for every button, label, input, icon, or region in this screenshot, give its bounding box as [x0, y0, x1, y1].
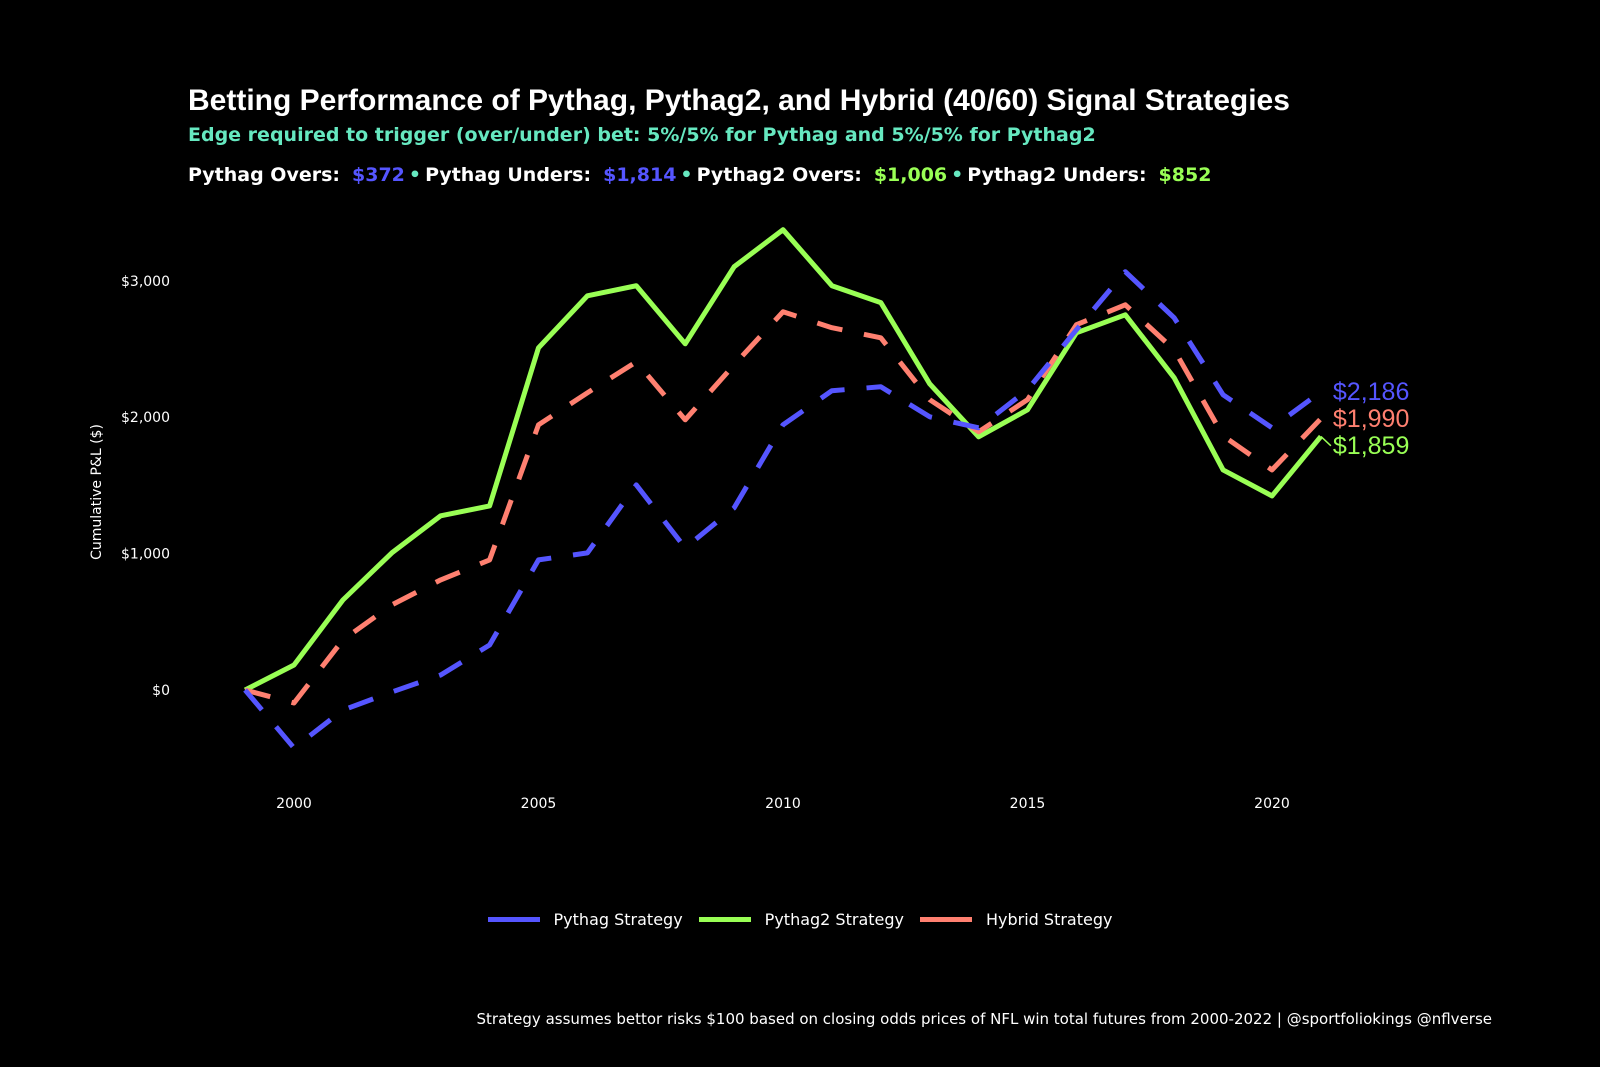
summary-label: Pythag2 Unders:: [967, 164, 1147, 186]
summary-label: Pythag Overs:: [188, 164, 341, 186]
chart-title: Betting Performance of Pythag, Pythag2, …: [188, 84, 1290, 117]
legend-swatch: [919, 917, 972, 922]
x-tick-label: 2000: [276, 796, 312, 812]
x-tick-label: 2010: [765, 796, 801, 812]
end-value-label: $2,186: [1333, 378, 1409, 406]
legend-swatch: [487, 917, 540, 922]
end-label-leader: [1320, 435, 1332, 447]
series-line-pythag2-strategy: [243, 227, 1323, 693]
legend-item: Hybrid Strategy: [919, 910, 1113, 929]
chart-subtitle: Edge required to trigger (over/under) be…: [188, 124, 1096, 146]
summary-value: $1,814: [603, 164, 677, 186]
legend-label: Pythag Strategy: [553, 910, 683, 929]
legend: Pythag Strategy Pythag2 Strategy Hybrid St…: [0, 910, 1600, 929]
summary-label: Pythag Unders:: [425, 164, 592, 186]
end-value-label: $1,859: [1333, 432, 1409, 460]
separator: •: [680, 164, 693, 186]
y-tick-label: $1,000: [121, 547, 170, 563]
series-line-hybrid-strategy: [244, 302, 1323, 706]
legend-label: Hybrid Strategy: [985, 910, 1113, 929]
series-line-pythag-strategy: [243, 269, 1323, 751]
x-tick-label: 2020: [1254, 796, 1290, 812]
end-value-label: $1,990: [1333, 405, 1409, 433]
summary-value: $852: [1158, 164, 1212, 186]
summary-value: $1,006: [873, 164, 948, 186]
x-tick-label: 2015: [1010, 796, 1046, 812]
legend-item: Pythag2 Strategy: [698, 910, 904, 929]
summary-line: Pythag Overs: $372 • Pythag Unders: $1,814 • P…: [188, 164, 1215, 186]
separator: •: [951, 164, 964, 186]
separator: •: [408, 164, 422, 186]
x-tick-label: 2005: [521, 796, 557, 812]
summary-label: Pythag2 Overs:: [696, 164, 862, 186]
legend-label: Pythag2 Strategy: [764, 910, 904, 929]
y-tick-label: $2,000: [121, 410, 170, 426]
legend-swatch: [698, 917, 751, 922]
chart-caption: Strategy assumes bettor risks $100 based…: [476, 1010, 1492, 1028]
legend-item: Pythag Strategy: [487, 910, 683, 929]
y-tick-label: $3,000: [121, 274, 170, 290]
summary-value: $372: [352, 164, 405, 186]
y-tick-label: $0: [152, 683, 170, 699]
y-axis-label: Cumulative P&L ($): [89, 424, 105, 560]
